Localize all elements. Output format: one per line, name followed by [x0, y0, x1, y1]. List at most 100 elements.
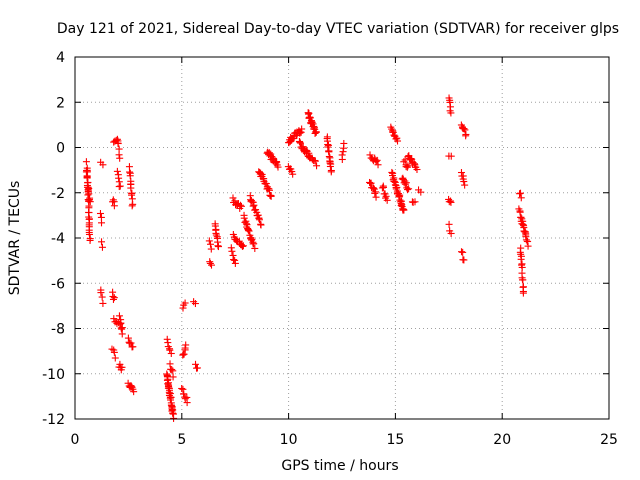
data-point [182, 341, 190, 349]
chart-title: Day 121 of 2021, Sidereal Day-to-day VTE… [57, 21, 619, 37]
data-point [262, 180, 270, 188]
data-point [117, 319, 125, 327]
data-point [98, 243, 106, 251]
data-point [82, 168, 90, 176]
data-point [411, 198, 419, 206]
data-point [447, 198, 455, 206]
data-point [181, 395, 189, 403]
data-point [110, 294, 118, 302]
data-point [460, 178, 468, 186]
data-point [98, 219, 106, 227]
data-point [205, 237, 213, 245]
data-point [118, 325, 126, 333]
data-point [519, 276, 527, 284]
data-point [115, 312, 123, 320]
data-point [227, 244, 235, 252]
data-point [251, 244, 259, 252]
data-point [405, 185, 413, 193]
data-point [98, 293, 106, 301]
data-point [190, 298, 198, 306]
x-tick-label: 10 [280, 432, 298, 448]
data-point [127, 382, 135, 390]
y-tick-label: -4 [51, 231, 65, 247]
data-point [244, 226, 252, 234]
data-point [326, 162, 334, 170]
data-point [383, 196, 391, 204]
data-point [181, 299, 189, 307]
data-point [388, 125, 396, 133]
x-tick-label: 25 [600, 432, 618, 448]
data-point [167, 349, 175, 357]
data-point [340, 139, 348, 147]
data-point [366, 151, 374, 159]
data-point [388, 168, 396, 176]
data-point [308, 119, 316, 127]
grid [75, 57, 609, 419]
x-tick-label: 20 [493, 432, 511, 448]
data-point [97, 289, 105, 297]
data-point [372, 193, 380, 201]
data-point [382, 192, 390, 200]
data-point [166, 346, 174, 354]
data-point [298, 125, 306, 133]
data-point [191, 300, 199, 308]
data-point [390, 177, 398, 185]
data-point [192, 360, 200, 368]
data-point [522, 236, 530, 244]
data-point [404, 186, 412, 194]
y-axis-label: SDTVAR / TECUs [7, 181, 23, 296]
data-point [413, 166, 421, 174]
data-point [236, 201, 244, 209]
data-point [169, 373, 177, 381]
data-point [369, 184, 377, 192]
data-point [461, 181, 469, 189]
data-point [265, 185, 273, 193]
data-point [128, 191, 136, 199]
y-tick-label: -10 [42, 367, 65, 383]
data-point [250, 201, 258, 209]
data-points [82, 94, 532, 422]
data-point [404, 162, 412, 170]
data-point [380, 183, 388, 191]
data-point [445, 198, 453, 206]
data-point [114, 140, 122, 148]
data-point [110, 348, 118, 356]
x-tick-label: 0 [71, 432, 80, 448]
data-point [212, 231, 220, 239]
data-point [267, 192, 275, 200]
data-point [115, 151, 123, 159]
data-point [400, 206, 408, 214]
data-point [401, 180, 409, 188]
data-point [245, 227, 253, 235]
data-point [178, 384, 186, 392]
data-point [82, 158, 90, 166]
data-point [180, 350, 188, 358]
data-point [524, 242, 532, 250]
data-point [445, 220, 453, 228]
y-tick-label: 2 [56, 95, 65, 111]
data-point [228, 247, 236, 255]
data-point [130, 388, 138, 396]
data-point [179, 351, 187, 359]
data-point [163, 335, 171, 343]
data-point [167, 401, 175, 409]
data-point [299, 143, 307, 151]
data-point [306, 113, 314, 121]
data-point [237, 202, 245, 210]
data-point [129, 343, 137, 351]
data-point [179, 304, 187, 312]
data-point [371, 189, 379, 197]
x-tick-labels: 0 5 10 15 20 25 [71, 432, 618, 448]
data-point [193, 364, 201, 372]
data-point [231, 259, 239, 267]
data-point [167, 396, 175, 404]
data-point [409, 198, 417, 206]
y-tick-label: 4 [56, 50, 65, 66]
data-point [239, 242, 247, 250]
data-point [116, 154, 124, 162]
data-point [206, 258, 214, 266]
data-point [462, 130, 470, 138]
data-point [118, 330, 126, 338]
data-point [206, 259, 214, 267]
